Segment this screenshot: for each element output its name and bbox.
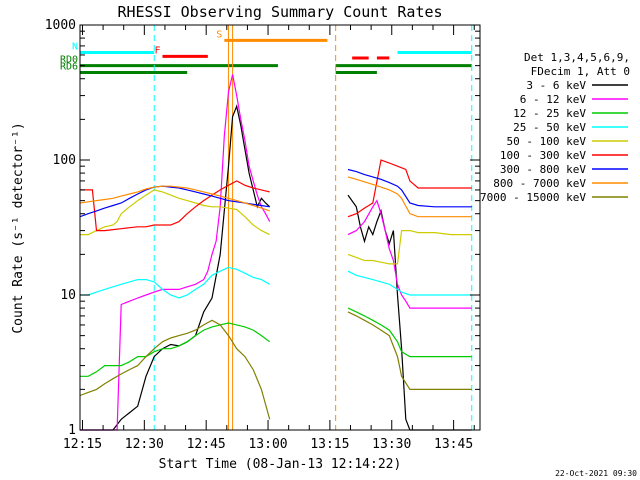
x-tick-label: 13:45 xyxy=(434,437,473,452)
y-tick-label: 1 xyxy=(68,423,76,438)
legend-entry-label: 800 - 7000 keV xyxy=(493,177,586,190)
x-tick-label: 12:15 xyxy=(63,437,102,452)
vertical-markers xyxy=(153,25,473,430)
chart-title: RHESSI Observing Summary Count Rates xyxy=(117,3,442,21)
legend-entry-label: 6 - 12 keV xyxy=(520,93,587,106)
y-tick-label: 1000 xyxy=(45,18,76,33)
x-tick-label: 13:30 xyxy=(372,437,411,452)
series-line xyxy=(347,199,472,309)
y-axis-label: Count Rate (s⁻¹ detector⁻¹) xyxy=(11,122,26,333)
series-line xyxy=(79,185,270,218)
x-tick-label: 12:45 xyxy=(187,437,226,452)
x-tick-label: 12:30 xyxy=(125,437,164,452)
series-line xyxy=(347,307,472,358)
series-line xyxy=(80,322,271,377)
series-line xyxy=(347,168,472,208)
x-axis-label: Start Time (08-Jan-13 12:14:22) xyxy=(159,457,402,472)
x-tick-label: 13:00 xyxy=(248,437,287,452)
legend-entry-label: 100 - 300 keV xyxy=(500,149,586,162)
plot-frame xyxy=(79,24,481,431)
x-ticks: 12:15 12:30 12:45 13:00 13:15 13:30 13:45 xyxy=(63,25,475,452)
legend-entry-label: 50 - 100 keV xyxy=(507,135,587,148)
series-line xyxy=(79,319,271,420)
series-line xyxy=(80,180,270,232)
legend-entry-label: 25 - 50 keV xyxy=(513,121,586,134)
series-line xyxy=(79,185,270,212)
flag-label: F xyxy=(154,45,160,56)
flag-label: N xyxy=(72,42,78,53)
series-line xyxy=(347,176,472,218)
series-line xyxy=(347,159,472,218)
series-lines xyxy=(79,74,472,431)
series-line xyxy=(80,189,270,236)
series-line xyxy=(347,311,472,390)
footer-timestamp: 22-Oct-2021 09:30 xyxy=(555,469,637,478)
series-line xyxy=(80,104,271,431)
legend-entry-label: 300 - 800 keV xyxy=(500,163,586,176)
legend-entry-label: 3 - 6 keV xyxy=(526,79,586,92)
y-tick-label: 10 xyxy=(60,288,76,303)
legend-header: FDecim 1, Att 0 xyxy=(531,65,630,78)
series-line xyxy=(80,74,271,431)
flag-label: RD0 xyxy=(60,55,78,66)
flag-label: S xyxy=(216,29,222,40)
flag-label: RD6 xyxy=(60,61,78,72)
legend: Det 1,3,4,5,6,9,FDecim 1, Att 03 - 6 keV… xyxy=(480,51,630,204)
y-ticks: 1 10 100 1000 xyxy=(45,18,480,438)
series-line xyxy=(80,266,270,299)
axes xyxy=(79,24,481,431)
legend-header: Det 1,3,4,5,6,9, xyxy=(524,51,630,64)
x-tick-label: 13:15 xyxy=(310,437,349,452)
legend-entry-label: 7000 - 15000 keV xyxy=(480,191,586,204)
y-tick-label: 100 xyxy=(53,153,76,168)
series-line xyxy=(347,230,472,265)
legend-entry-label: 12 - 25 keV xyxy=(513,107,586,120)
series-line xyxy=(347,270,472,296)
